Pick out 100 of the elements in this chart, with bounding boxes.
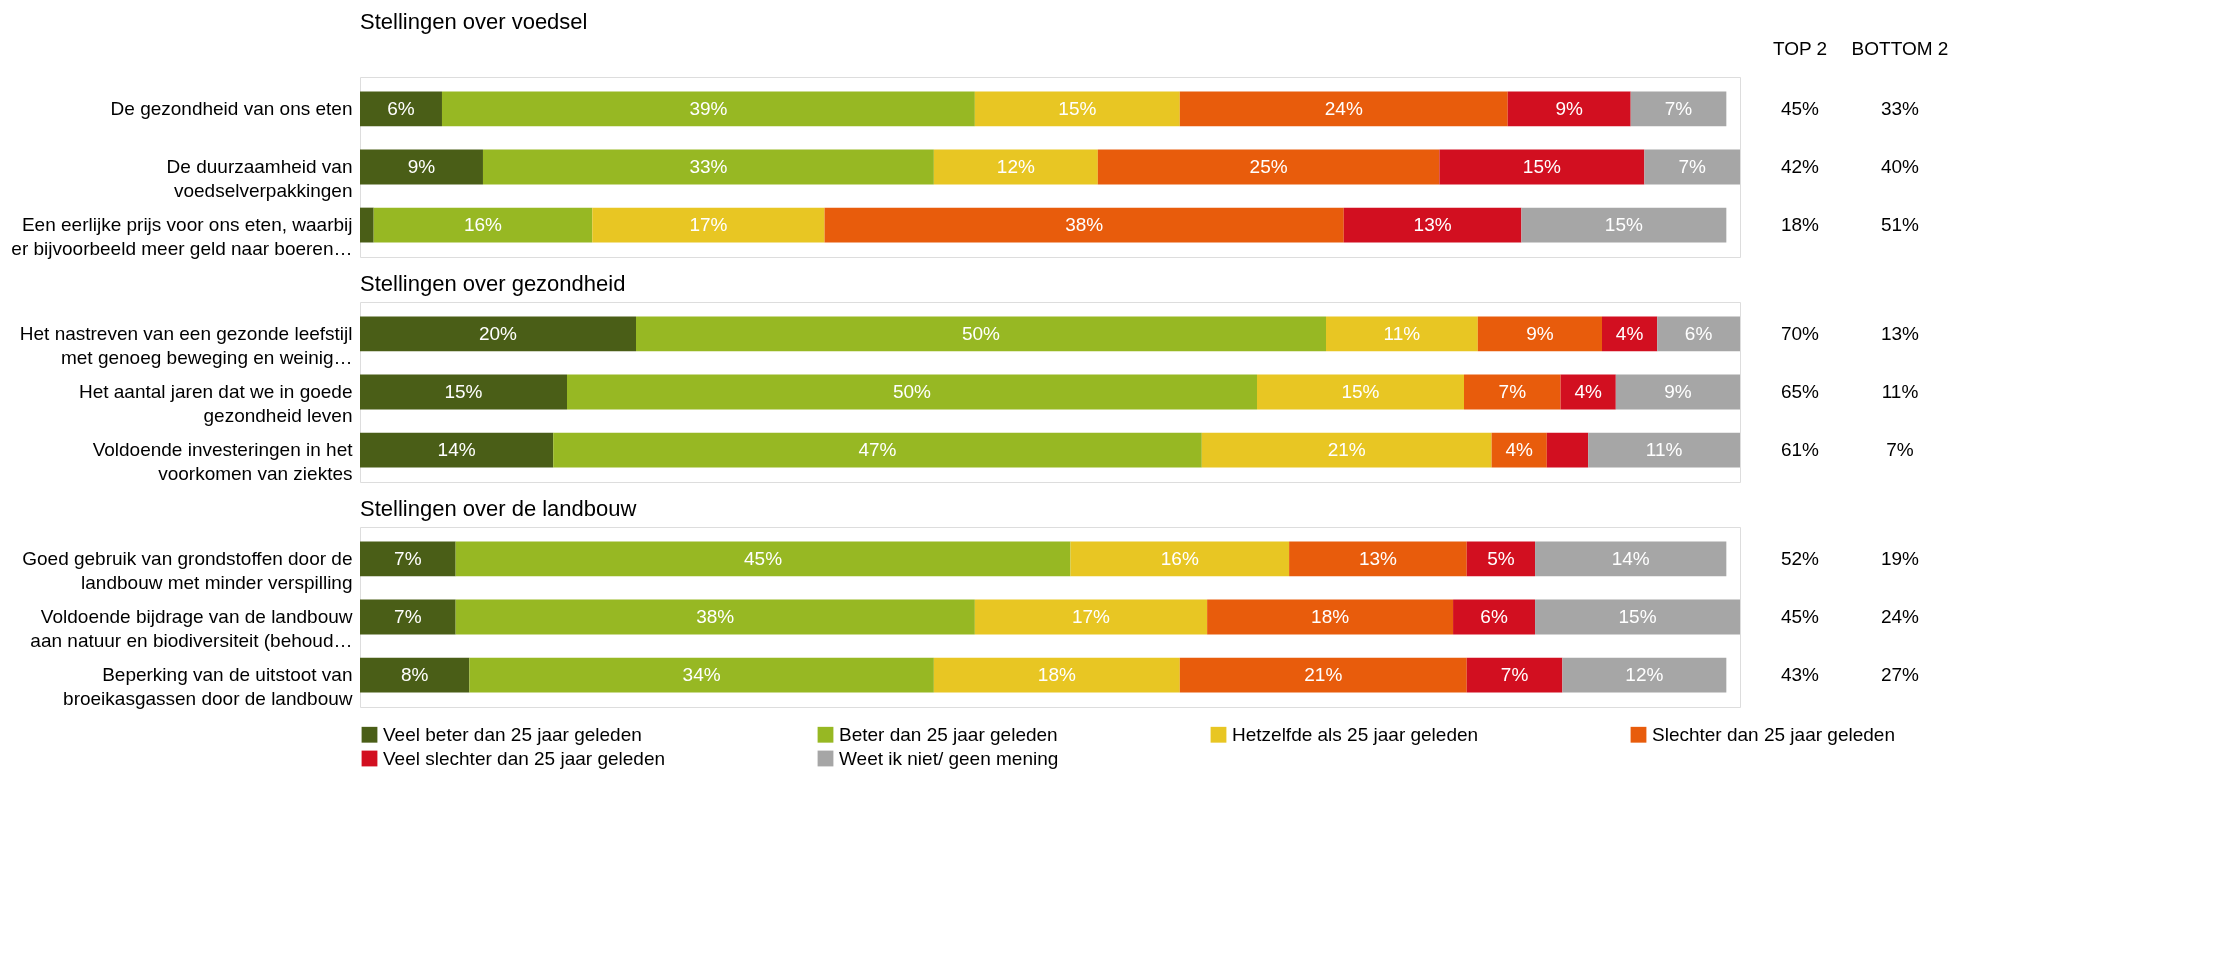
chart-title: Stellingen over gezondheid bbox=[360, 271, 626, 296]
data-label: 6% bbox=[1684, 322, 1713, 344]
data-label: 21% bbox=[1304, 664, 1343, 686]
bar bbox=[1521, 207, 1727, 243]
bar bbox=[1466, 657, 1563, 693]
data-label: 12% bbox=[996, 156, 1035, 177]
bar bbox=[553, 432, 1202, 468]
data-label: 15% bbox=[1522, 156, 1561, 177]
data-label: 7% bbox=[1664, 97, 1693, 119]
data-label: 21% bbox=[1327, 439, 1366, 461]
bar bbox=[592, 207, 825, 243]
data-label: 24% bbox=[1324, 97, 1363, 119]
bar bbox=[1546, 432, 1589, 468]
data-label: 16% bbox=[1160, 547, 1199, 569]
bar bbox=[360, 207, 374, 243]
data-label: 15% bbox=[1604, 214, 1643, 236]
data-label: 17% bbox=[1071, 606, 1111, 627]
bar bbox=[1179, 91, 1508, 127]
bar bbox=[360, 374, 567, 410]
y-tick-label: Voldoende bijdrage van de landbouw aan natuur en biodiversiteit (behoud… bbox=[30, 606, 353, 651]
bar bbox=[1644, 149, 1740, 185]
data-label: 11% bbox=[1645, 439, 1683, 461]
legend-label: Beter dan 25 jaar geleden bbox=[839, 723, 1058, 745]
bar bbox=[1257, 374, 1464, 410]
data-label: 7% bbox=[394, 606, 422, 627]
text: 13% bbox=[1880, 322, 1920, 344]
text: 65% bbox=[1780, 381, 1820, 402]
bar bbox=[1657, 316, 1740, 352]
text: 24% bbox=[1880, 606, 1920, 627]
bar bbox=[360, 432, 554, 468]
data-label: 15% bbox=[1618, 606, 1657, 627]
data-label: 18% bbox=[1037, 664, 1076, 686]
bar bbox=[1507, 91, 1631, 127]
bar bbox=[1588, 432, 1740, 468]
bar bbox=[567, 374, 1257, 410]
data-label: 25% bbox=[1249, 156, 1288, 177]
bar bbox=[455, 599, 975, 635]
bar bbox=[1535, 599, 1740, 635]
text: 18% bbox=[1780, 214, 1820, 236]
text: 40% bbox=[1880, 156, 1920, 177]
chart-title: Stellingen over voedsel bbox=[360, 9, 588, 34]
data-label: 14% bbox=[1611, 547, 1650, 569]
bar bbox=[824, 207, 1344, 243]
data-label: 9% bbox=[1555, 97, 1584, 119]
bar bbox=[1070, 541, 1290, 577]
y-tick-label: Het aantal jaren dat we in goede gezondheid leven bbox=[78, 381, 353, 426]
bar bbox=[974, 91, 1180, 127]
data-label: 11% bbox=[1383, 322, 1421, 344]
bar bbox=[933, 657, 1180, 693]
text: 52% bbox=[1780, 547, 1820, 569]
bar bbox=[360, 657, 470, 693]
bar bbox=[1535, 541, 1727, 577]
legend-label: Veel beter dan 25 jaar geleden bbox=[383, 723, 642, 745]
bar bbox=[1453, 599, 1536, 635]
text: 42% bbox=[1780, 156, 1820, 177]
y-tick-label: Voldoende investeringen in het voorkomen van ziektes bbox=[92, 439, 354, 485]
bar bbox=[1343, 207, 1522, 243]
data-label: 7% bbox=[394, 547, 422, 569]
data-label: 6% bbox=[387, 97, 415, 119]
bar bbox=[360, 91, 442, 127]
data-label: 47% bbox=[858, 439, 897, 461]
data-label: 38% bbox=[696, 606, 735, 627]
bar bbox=[373, 207, 593, 243]
text: 45% bbox=[1780, 97, 1820, 119]
y-tick-label: Goed gebruik van grondstoffen door de landbouw met minder verspilling bbox=[22, 547, 353, 593]
data-label: 7% bbox=[1498, 381, 1527, 402]
bar bbox=[1630, 91, 1727, 127]
text: 7% bbox=[1886, 439, 1914, 461]
bar bbox=[974, 599, 1208, 635]
data-label: 14% bbox=[437, 439, 476, 461]
data-label: 5% bbox=[1487, 547, 1515, 569]
data-label: 33% bbox=[689, 156, 728, 177]
y-tick-label: Een eerlijke prijs voor ons eten, waarbij er bijvoorbeeld meer geld naar boeren… bbox=[11, 214, 353, 260]
data-label: 50% bbox=[892, 381, 932, 402]
bar bbox=[360, 149, 483, 185]
data-label: 4% bbox=[1505, 439, 1534, 461]
bar bbox=[360, 599, 456, 635]
data-label: 18% bbox=[1311, 606, 1350, 627]
legend-label: Hetzelfde als 25 jaar geleden bbox=[1232, 723, 1479, 745]
legend-label: Veel slechter dan 25 jaar geleden bbox=[383, 747, 666, 769]
data-label: 4% bbox=[1574, 381, 1603, 402]
text: 61% bbox=[1780, 439, 1820, 461]
data-label: 9% bbox=[407, 156, 436, 177]
data-label: 13% bbox=[1413, 214, 1452, 236]
bar bbox=[455, 541, 1071, 577]
bar bbox=[1179, 657, 1467, 693]
data-label: 9% bbox=[1526, 322, 1554, 344]
bar bbox=[1562, 657, 1727, 693]
text: 43% bbox=[1780, 664, 1820, 686]
text: 19% bbox=[1880, 547, 1920, 569]
bar bbox=[1207, 599, 1454, 635]
text: 11% bbox=[1881, 381, 1919, 402]
text: TOP 2 bbox=[1772, 38, 1828, 59]
data-label: 16% bbox=[463, 214, 503, 236]
bar bbox=[1289, 541, 1467, 577]
data-label: 17% bbox=[689, 214, 728, 236]
y-tick-label: Het nastreven van een gezonde leefstijl met genoeg beweging en weinig… bbox=[19, 322, 353, 368]
y-tick-label: De gezondheid van ons eten bbox=[110, 97, 353, 119]
data-label: 13% bbox=[1358, 547, 1398, 569]
bar bbox=[360, 316, 636, 352]
